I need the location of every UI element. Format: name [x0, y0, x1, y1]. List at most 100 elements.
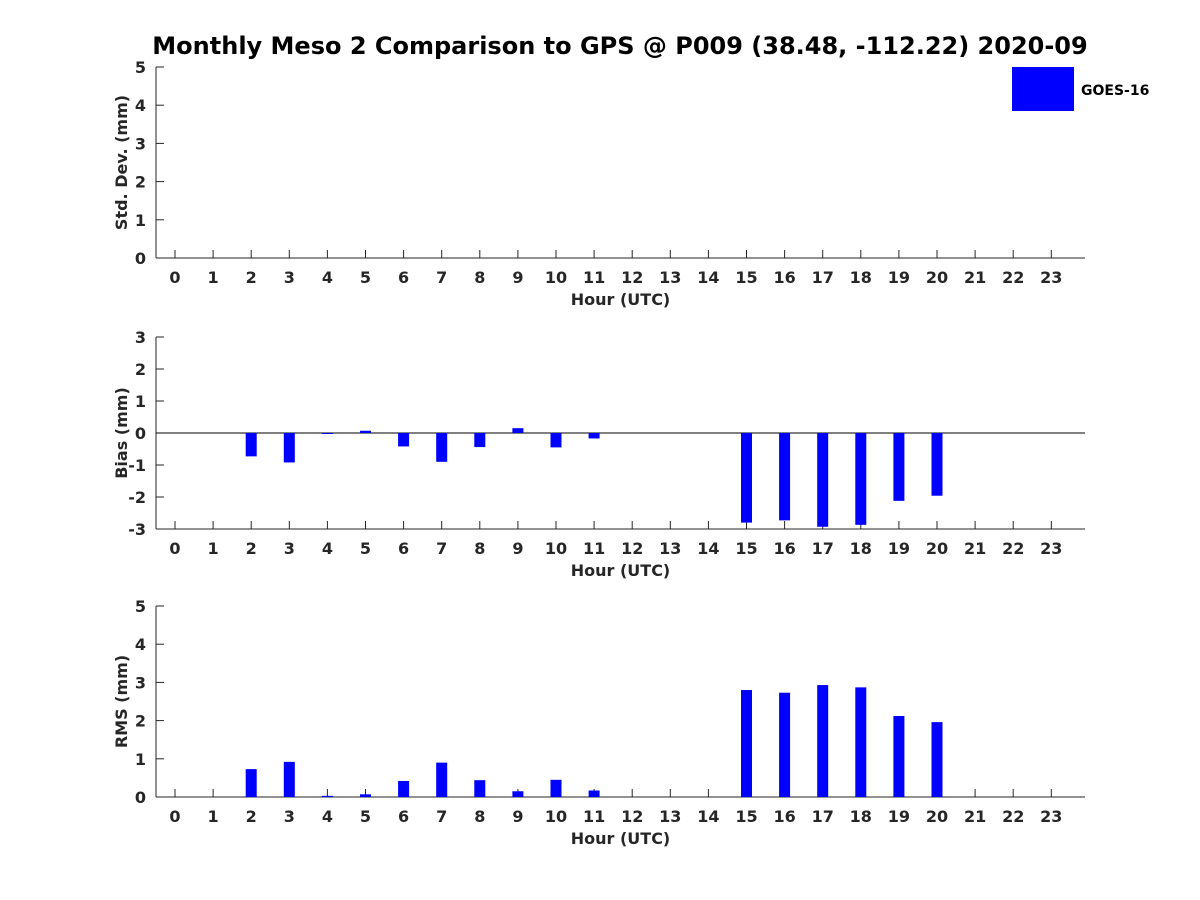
- stddev-x-tick-label: 23: [1040, 268, 1062, 287]
- bias-x-tick-label: 9: [512, 539, 523, 558]
- stddev-x-tick-label: 20: [926, 268, 948, 287]
- rms-x-tick-label: 11: [583, 807, 605, 826]
- bias-bar: [398, 433, 410, 447]
- bias-bar: [893, 433, 905, 501]
- bias-bar: [779, 433, 791, 521]
- bias-x-tick-label: 17: [812, 539, 834, 558]
- stddev-x-tick-label: 15: [735, 268, 757, 287]
- rms-y-tick-label: 4: [135, 635, 146, 654]
- bias-x-tick-label: 20: [926, 539, 948, 558]
- rms-x-tick-label: 15: [735, 807, 757, 826]
- rms-y-tick-label: 1: [135, 750, 146, 769]
- stddev-x-tick-label: 13: [659, 268, 681, 287]
- legend-swatch: [1012, 67, 1074, 111]
- rms-x-tick-label: 3: [284, 807, 295, 826]
- rms-x-tick-label: 18: [850, 807, 872, 826]
- bias-x-axis-label: Hour (UTC): [571, 561, 671, 580]
- bias-y-tick-label: -1: [128, 456, 146, 475]
- bias-bar: [512, 428, 524, 433]
- stddev-x-tick-label: 10: [545, 268, 567, 287]
- bias-bar: [474, 433, 486, 448]
- bias-bar: [245, 433, 257, 457]
- bias-x-tick-label: 8: [474, 539, 485, 558]
- bias-x-tick-label: 14: [697, 539, 719, 558]
- rms-x-tick-label: 0: [169, 807, 180, 826]
- rms-bar: [283, 761, 295, 797]
- rms-bar: [588, 790, 600, 797]
- rms-x-tick-label: 10: [545, 807, 567, 826]
- bias-bar: [360, 430, 371, 433]
- rms-x-tick-label: 22: [1002, 807, 1024, 826]
- chart-title: Monthly Meso 2 Comparison to GPS @ P009 …: [152, 32, 1087, 60]
- bias-x-tick-label: 22: [1002, 539, 1024, 558]
- bias-x-tick-label: 23: [1040, 539, 1062, 558]
- stddev-y-tick-label: 4: [135, 96, 146, 115]
- bias-x-tick-label: 3: [284, 539, 295, 558]
- bias-y-tick-label: 3: [135, 328, 146, 347]
- bias-y-tick-label: 0: [135, 424, 146, 443]
- rms-x-tick-label: 12: [621, 807, 643, 826]
- bias-x-tick-label: 21: [964, 539, 986, 558]
- bias-x-tick-label: 1: [208, 539, 219, 558]
- stddev-x-tick-label: 2: [246, 268, 257, 287]
- bias-x-tick-label: 13: [659, 539, 681, 558]
- rms-x-tick-label: 7: [436, 807, 447, 826]
- legend: GOES-16: [1012, 67, 1149, 111]
- rms-bar: [779, 692, 791, 797]
- bias-x-tick-label: 16: [773, 539, 795, 558]
- rms-x-tick-label: 1: [208, 807, 219, 826]
- rms-x-tick-label: 13: [659, 807, 681, 826]
- stddev-x-tick-label: 14: [697, 268, 719, 287]
- rms-x-tick-label: 9: [512, 807, 523, 826]
- stddev-x-tick-label: 5: [360, 268, 371, 287]
- rms-x-tick-label: 5: [360, 807, 371, 826]
- bias-bar: [741, 433, 752, 523]
- rms-x-tick-label: 6: [398, 807, 409, 826]
- bias-x-tick-label: 11: [583, 539, 605, 558]
- stddev-y-tick-label: 5: [135, 58, 146, 77]
- bias-x-tick-label: 4: [322, 539, 333, 558]
- rms-bar: [512, 791, 524, 797]
- rms-x-tick-label: 19: [888, 807, 910, 826]
- rms-x-tick-label: 2: [246, 807, 257, 826]
- rms-bar: [360, 794, 371, 797]
- rms-bar: [550, 779, 562, 797]
- stddev-y-tick-label: 1: [135, 211, 146, 230]
- rms-bar: [855, 687, 867, 797]
- rms-x-tick-label: 23: [1040, 807, 1062, 826]
- stddev-y-axis-label: Std. Dev. (mm): [112, 95, 131, 230]
- stddev-y-tick-label: 2: [135, 173, 146, 192]
- rms-bar: [321, 795, 333, 797]
- bias-bar: [817, 433, 829, 527]
- stddev-x-tick-label: 16: [773, 268, 795, 287]
- stddev-x-tick-label: 3: [284, 268, 295, 287]
- rms-x-tick-label: 16: [773, 807, 795, 826]
- stddev-x-tick-label: 21: [964, 268, 986, 287]
- bias-x-tick-label: 6: [398, 539, 409, 558]
- bias-bar: [321, 433, 333, 434]
- bias-x-tick-label: 12: [621, 539, 643, 558]
- stddev-x-tick-label: 18: [850, 268, 872, 287]
- rms-x-tick-label: 14: [697, 807, 719, 826]
- bias-bar: [931, 433, 943, 496]
- rms-y-tick-label: 0: [135, 788, 146, 807]
- stddev-x-tick-label: 7: [436, 268, 447, 287]
- stddev-y-tick-label: 0: [135, 249, 146, 268]
- rms-bar: [474, 780, 486, 797]
- bias-y-tick-label: 2: [135, 360, 146, 379]
- rms-bar: [893, 716, 905, 797]
- bias-x-tick-label: 19: [888, 539, 910, 558]
- rms-x-tick-label: 8: [474, 807, 485, 826]
- stddev-x-tick-label: 6: [398, 268, 409, 287]
- legend-label: GOES-16: [1081, 83, 1149, 99]
- bias-x-tick-label: 10: [545, 539, 567, 558]
- bias-x-tick-label: 7: [436, 539, 447, 558]
- bias-x-tick-label: 0: [169, 539, 180, 558]
- bias-x-tick-label: 2: [246, 539, 257, 558]
- rms-x-tick-label: 17: [812, 807, 834, 826]
- rms-bar: [741, 690, 752, 797]
